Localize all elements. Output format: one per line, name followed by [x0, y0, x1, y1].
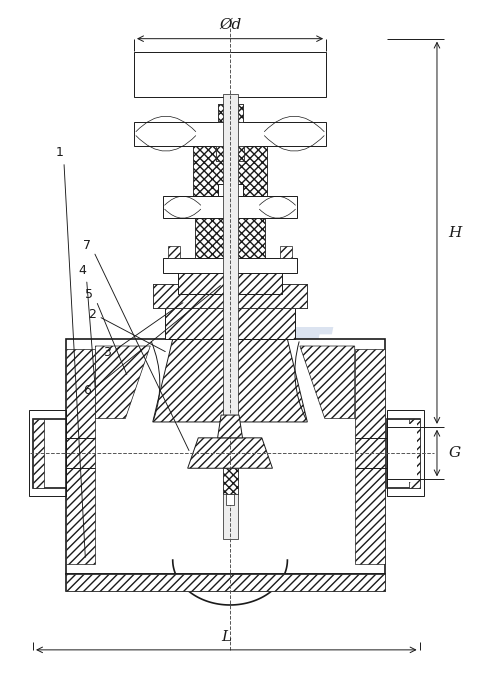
Polygon shape	[153, 339, 308, 422]
Text: 6: 6	[83, 286, 220, 397]
Bar	[168, 246, 180, 258]
Bar	[178, 266, 282, 294]
Polygon shape	[33, 419, 44, 488]
Polygon shape	[192, 146, 268, 196]
Text: 5: 5	[86, 288, 127, 374]
Polygon shape	[354, 349, 384, 563]
Polygon shape	[66, 349, 96, 563]
Polygon shape	[188, 438, 272, 468]
Bar	[192, 146, 268, 196]
Bar	[387, 419, 420, 488]
Bar	[162, 258, 298, 273]
Polygon shape	[153, 284, 308, 308]
Bar	[387, 410, 424, 496]
Text: 1: 1	[56, 146, 86, 557]
Text: 2: 2	[88, 309, 166, 352]
Bar	[66, 339, 384, 574]
Bar	[33, 419, 66, 488]
Bar	[29, 410, 66, 496]
Text: H: H	[448, 226, 461, 239]
Bar	[218, 104, 242, 122]
Bar	[218, 183, 242, 196]
Bar	[216, 146, 244, 161]
Bar	[165, 294, 295, 339]
Text: 4: 4	[78, 264, 95, 388]
Text: G: G	[448, 446, 460, 460]
Polygon shape	[218, 415, 242, 438]
Bar	[162, 196, 298, 218]
Bar	[66, 574, 384, 591]
Bar	[222, 94, 238, 539]
Bar	[222, 468, 238, 495]
Bar	[170, 327, 290, 339]
Bar	[280, 246, 292, 258]
Bar	[195, 218, 265, 266]
Bar	[390, 424, 417, 482]
Polygon shape	[66, 574, 384, 591]
Polygon shape	[96, 346, 150, 419]
Text: 7: 7	[83, 239, 189, 450]
Text: M.: M.	[184, 323, 376, 452]
Polygon shape	[408, 419, 420, 488]
Text: L: L	[222, 630, 232, 644]
Text: Ød: Ød	[219, 18, 241, 32]
Polygon shape	[218, 104, 242, 122]
Bar	[226, 495, 234, 505]
Bar	[153, 284, 308, 308]
Polygon shape	[195, 218, 265, 266]
Text: 3: 3	[103, 302, 183, 359]
Bar	[134, 122, 326, 146]
Bar	[134, 53, 326, 98]
Polygon shape	[300, 346, 354, 419]
Polygon shape	[216, 146, 244, 161]
